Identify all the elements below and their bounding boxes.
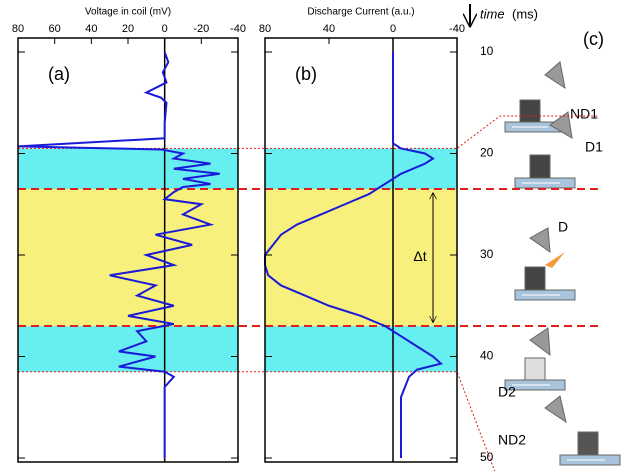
x-tick-label: 0 (162, 23, 168, 35)
x-axis-label: Voltage in coil (mV) (85, 7, 171, 18)
annotation: Δt (413, 248, 426, 264)
time-region (18, 189, 238, 327)
state-label: D (558, 219, 568, 235)
y-tick-label: 30 (480, 247, 494, 261)
y-tick-label: 10 (480, 44, 494, 58)
x-tick-label: -20 (193, 23, 209, 35)
diagram: (c) ND1 D1 D D2 ND2 (498, 29, 621, 466)
time-region (265, 148, 457, 190)
y-axis-label: time (480, 6, 505, 21)
boundary-line (18, 115, 598, 149)
x-tick-label: 80 (12, 23, 24, 35)
panel-label: (a) (48, 64, 70, 84)
y-tick-label: 40 (480, 349, 494, 363)
time-region (265, 189, 457, 327)
x-tick-label: 20 (122, 23, 134, 35)
x-tick-label: 40 (85, 23, 97, 35)
state-label: D2 (498, 384, 516, 400)
x-tick-label: 0 (390, 23, 396, 35)
x-axis-label: Discharge Current (a.u.) (307, 7, 414, 18)
time-region (265, 326, 457, 372)
x-tick-label: -40 (449, 23, 465, 35)
x-tick-label: 80 (259, 23, 271, 35)
state-label: D1 (585, 139, 603, 155)
x-tick-label: -40 (230, 23, 246, 35)
panel-label: (c) (583, 29, 604, 49)
plot-layer: Δt 80 60 40 20 0 -20 -40 Voltage in coil (mV) (a)… (12, 4, 598, 476)
y-tick-label: 50 (480, 450, 494, 464)
x-tick-label: 60 (49, 23, 61, 35)
background-layer (18, 148, 457, 372)
y-tick-label: 20 (480, 146, 494, 160)
x-tick-label: 40 (323, 23, 335, 35)
y-axis-unit: (ms) (512, 6, 538, 21)
data-line (17, 51, 220, 458)
panel-label: (b) (295, 64, 317, 84)
state-icon (504, 61, 621, 466)
state-label: ND2 (498, 432, 526, 448)
state-label: ND1 (570, 106, 598, 122)
plot-frame (264, 37, 458, 463)
